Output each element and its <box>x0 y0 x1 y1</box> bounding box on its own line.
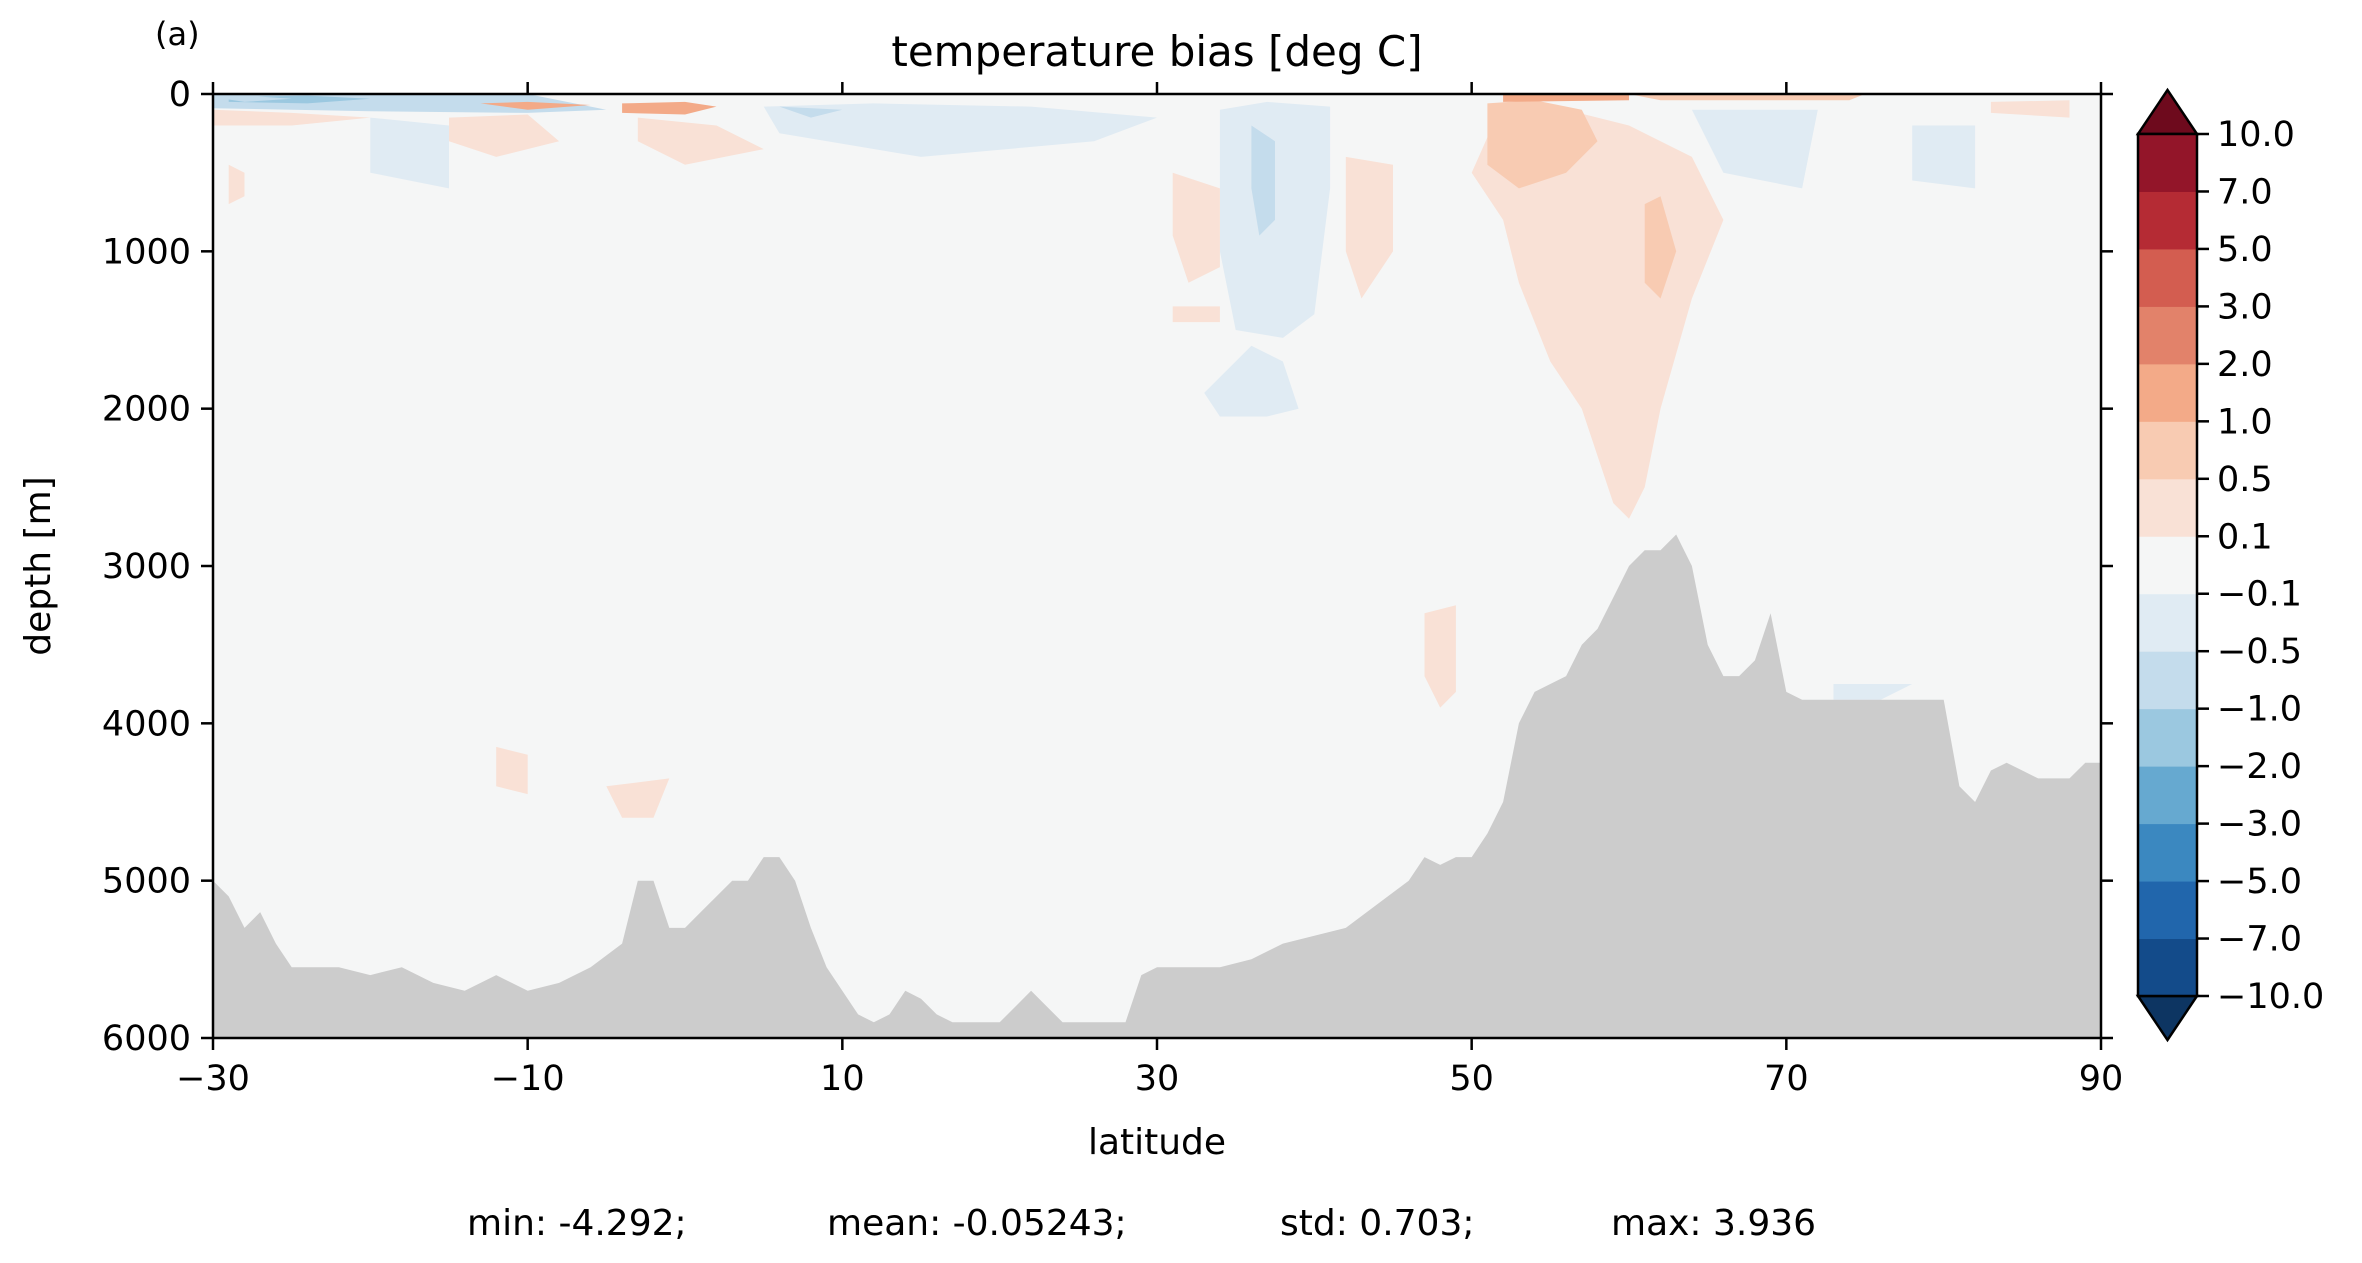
y-tick-label: 2000 <box>102 390 191 430</box>
y-tick-label: 3000 <box>102 547 191 587</box>
x-axis-label: latitude <box>1088 1122 1226 1163</box>
colorbar-segment <box>2138 766 2197 825</box>
bias-region-3 <box>622 101 717 115</box>
colorbar-segment <box>2138 536 2197 595</box>
bias-region-19 <box>1503 94 1629 102</box>
colorbar-tick-label: −10.0 <box>2217 977 2324 1017</box>
colorbar-tick-label: −0.5 <box>2217 632 2302 672</box>
x-tick-label: 30 <box>1135 1059 1180 1099</box>
colorbar-tick-label: 3.0 <box>2217 287 2273 327</box>
stat-max: max: 3.936 <box>1611 1203 1816 1244</box>
bias-region-7 <box>763 103 1157 157</box>
colorbar-extend-max <box>2135 87 2200 136</box>
colorbar-segment <box>2138 248 2197 307</box>
colorbar-segment <box>2138 823 2197 882</box>
x-tick-label: 10 <box>820 1059 865 1099</box>
panel-label: (a) <box>155 15 200 53</box>
colorbar-tick-label: −2.0 <box>2217 747 2302 787</box>
bias-region-22 <box>1912 125 1976 189</box>
y-tick-label: 5000 <box>102 862 191 902</box>
bias-region-6 <box>370 117 449 189</box>
colorbar-tick-label: −3.0 <box>2217 805 2302 845</box>
bias-region-29 <box>480 101 591 110</box>
colorbar-tick-label: 5.0 <box>2217 230 2273 270</box>
colorbar-segment <box>2138 363 2197 422</box>
bias-region-20 <box>1629 94 1865 101</box>
colorbar-frame <box>2136 132 2199 998</box>
bias-region-11 <box>1251 125 1275 236</box>
colorbar-tick-label: −0.1 <box>2217 575 2302 615</box>
colorbar-extend-min <box>2135 994 2200 1043</box>
colorbar-tick-label: 0.5 <box>2217 460 2273 500</box>
stat-mean: mean: -0.05243; <box>827 1203 1127 1244</box>
y-axis: 0 1000 2000 3000 4000 5000 6000 <box>102 75 2113 1059</box>
colorbar-segment <box>2138 478 2197 537</box>
bias-region-2 <box>213 109 371 126</box>
stat-min: min: -4.292; <box>467 1203 687 1244</box>
colorbar-tick-label: 1.0 <box>2217 402 2273 442</box>
x-tick-label: 50 <box>1449 1059 1494 1099</box>
x-tick-label: −10 <box>491 1059 565 1099</box>
bias-region-8 <box>637 117 764 165</box>
x-axis: −30 −10 10 30 50 70 90 <box>176 82 2123 1099</box>
bias-region-23 <box>1990 100 2070 118</box>
bias-region-12 <box>1172 172 1220 283</box>
x-tick-label: −30 <box>176 1059 250 1099</box>
chart-title: temperature bias [deg C] <box>891 27 1422 76</box>
colorbar-segment <box>2138 191 2197 250</box>
bias-region-28 <box>213 95 292 102</box>
colorbar-tick-label: 10.0 <box>2217 115 2295 155</box>
bias-region-5 <box>228 164 245 205</box>
bias-region-25 <box>606 778 670 818</box>
colorbar-segment <box>2138 881 2197 940</box>
colorbar-tick-label: −7.0 <box>2217 920 2302 960</box>
bias-region-17 <box>1487 100 1598 189</box>
bias-region-15 <box>1172 306 1220 323</box>
bias-region-21 <box>1691 109 1818 189</box>
y-tick-label: 6000 <box>102 1019 191 1059</box>
colorbar-segment <box>2138 651 2197 710</box>
bias-regions <box>213 94 2070 818</box>
bias-region-9 <box>779 106 843 118</box>
colorbar-segment <box>2138 134 2197 192</box>
colorbar-segment <box>2138 708 2197 767</box>
y-tick-label: 1000 <box>102 232 191 272</box>
colorbar-segment <box>2138 421 2197 480</box>
colorbar-segment <box>2138 938 2197 997</box>
bathymetry-land <box>213 534 2101 1038</box>
stat-std: std: 0.703; <box>1280 1203 1474 1244</box>
x-tick-label: 70 <box>1764 1059 1809 1099</box>
colorbar-segment <box>2138 306 2197 365</box>
plot-area <box>211 92 2103 1040</box>
bias-region-24 <box>496 746 528 795</box>
bias-region-4 <box>449 114 560 157</box>
colorbar: −10.0 −7.0 −5.0 −3.0 −2.0 −1.0 −0.5 −0.1 0.1 0.5 1… <box>2135 87 2324 1043</box>
bias-region-14 <box>1204 345 1299 417</box>
colorbar-tick-label: −1.0 <box>2217 690 2302 730</box>
bias-region-27 <box>1833 684 1913 700</box>
colorbar-tick-label: 7.0 <box>2217 172 2273 212</box>
y-tick-label: 0 <box>169 75 191 115</box>
y-tick-label: 4000 <box>102 704 191 744</box>
colorbar-segment <box>2138 593 2197 652</box>
bias-region-13 <box>1345 156 1393 299</box>
bias-region-26 <box>1424 605 1456 708</box>
bias-region-18 <box>1644 196 1677 299</box>
x-tick-label: 90 <box>2079 1059 2124 1099</box>
y-axis-label: depth [m] <box>18 476 59 655</box>
colorbar-tick-label: −5.0 <box>2217 862 2302 902</box>
colorbar-tick-label: 2.0 <box>2217 345 2273 385</box>
colorbar-tick-label: 0.1 <box>2217 517 2273 557</box>
